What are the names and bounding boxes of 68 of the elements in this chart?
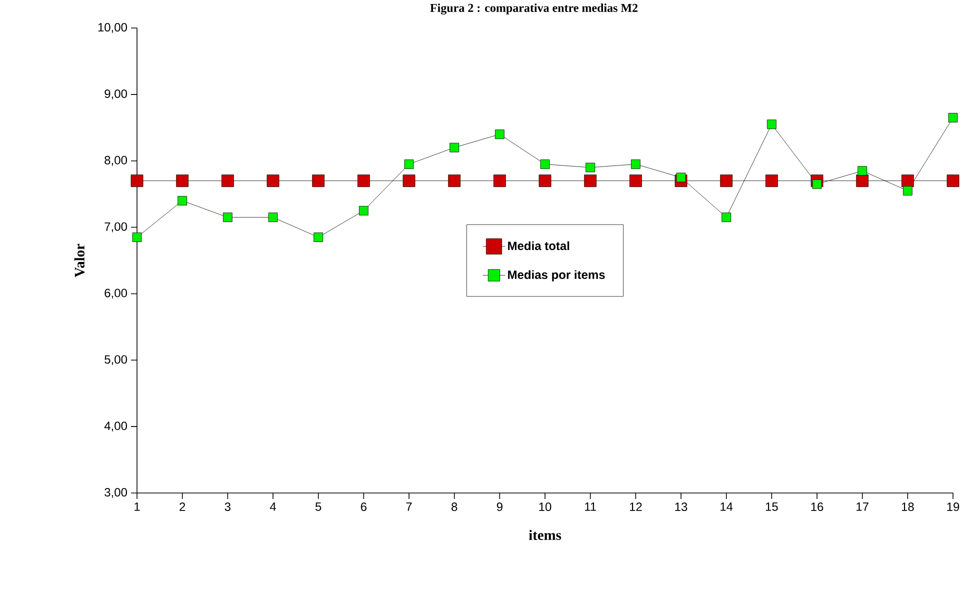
- x-tick-label: 11: [585, 502, 596, 511]
- point: [357, 174, 370, 187]
- point: [586, 162, 596, 172]
- point: [404, 159, 414, 169]
- point: [766, 120, 776, 130]
- x-tick-label: 9: [496, 502, 502, 512]
- legend-label: Media total: [508, 241, 570, 250]
- y-tick-label: 10,00: [98, 23, 128, 33]
- point: [494, 130, 504, 139]
- point: [222, 212, 232, 222]
- point: [132, 232, 142, 242]
- point: [948, 112, 958, 122]
- x-tick-label: 6: [360, 502, 366, 512]
- x-tick-label: 2: [180, 502, 186, 511]
- x-tick-label: 18: [902, 502, 914, 512]
- legend-label: Medias por items: [508, 270, 605, 282]
- point: [902, 186, 912, 196]
- y-tick-label: 8,00: [104, 156, 128, 166]
- x-tick-label: 19: [947, 502, 960, 512]
- point: [629, 174, 642, 187]
- chart-title: Figura 2 : comparativa entre medias M2: [430, 4, 638, 15]
- y-tick-label: 3,00: [104, 488, 128, 498]
- point: [130, 174, 144, 187]
- point: [676, 172, 686, 182]
- point: [178, 196, 188, 206]
- point: [720, 174, 733, 187]
- point: [176, 174, 189, 187]
- point: [450, 142, 460, 152]
- point: [901, 174, 914, 187]
- x-tick-label: 15: [766, 502, 778, 511]
- point: [812, 179, 822, 189]
- x-axis-title: items: [528, 530, 562, 540]
- x-tick-label: 3: [224, 502, 230, 512]
- point: [538, 174, 552, 187]
- point: [722, 212, 732, 222]
- point: [221, 174, 234, 187]
- y-tick-label: 5,00: [104, 355, 128, 366]
- point: [584, 174, 597, 187]
- point: [540, 159, 550, 169]
- x-tick-label: 10: [539, 502, 552, 512]
- y-tick-label: 4,00: [104, 422, 128, 432]
- x-tick-label: 4: [270, 502, 276, 511]
- point: [402, 174, 416, 187]
- x-tick-label: 12: [630, 502, 642, 511]
- y-tick-label: 6,00: [104, 288, 128, 299]
- x-tick-label: 8: [452, 502, 458, 512]
- point: [858, 166, 868, 176]
- point: [358, 206, 368, 216]
- x-tick-label: 14: [720, 502, 733, 511]
- x-tick-label: 16: [811, 502, 824, 512]
- x-tick-label: 5: [315, 502, 322, 511]
- y-axis-title: Valor: [74, 244, 85, 278]
- y-tick-label: 9,00: [104, 89, 128, 100]
- point: [946, 174, 960, 187]
- point: [765, 174, 778, 187]
- x-tick-label: 1: [134, 502, 140, 511]
- point: [312, 174, 325, 187]
- point: [314, 232, 324, 242]
- point: [448, 174, 461, 187]
- point: [266, 174, 280, 187]
- point: [856, 174, 869, 187]
- point: [268, 212, 278, 222]
- x-tick-label: 13: [675, 502, 688, 512]
- y-tick-label: 7,00: [104, 222, 128, 232]
- point: [630, 159, 640, 169]
- x-tick-label: 7: [406, 502, 412, 511]
- point: [493, 174, 506, 187]
- x-tick-label: 17: [856, 502, 868, 511]
